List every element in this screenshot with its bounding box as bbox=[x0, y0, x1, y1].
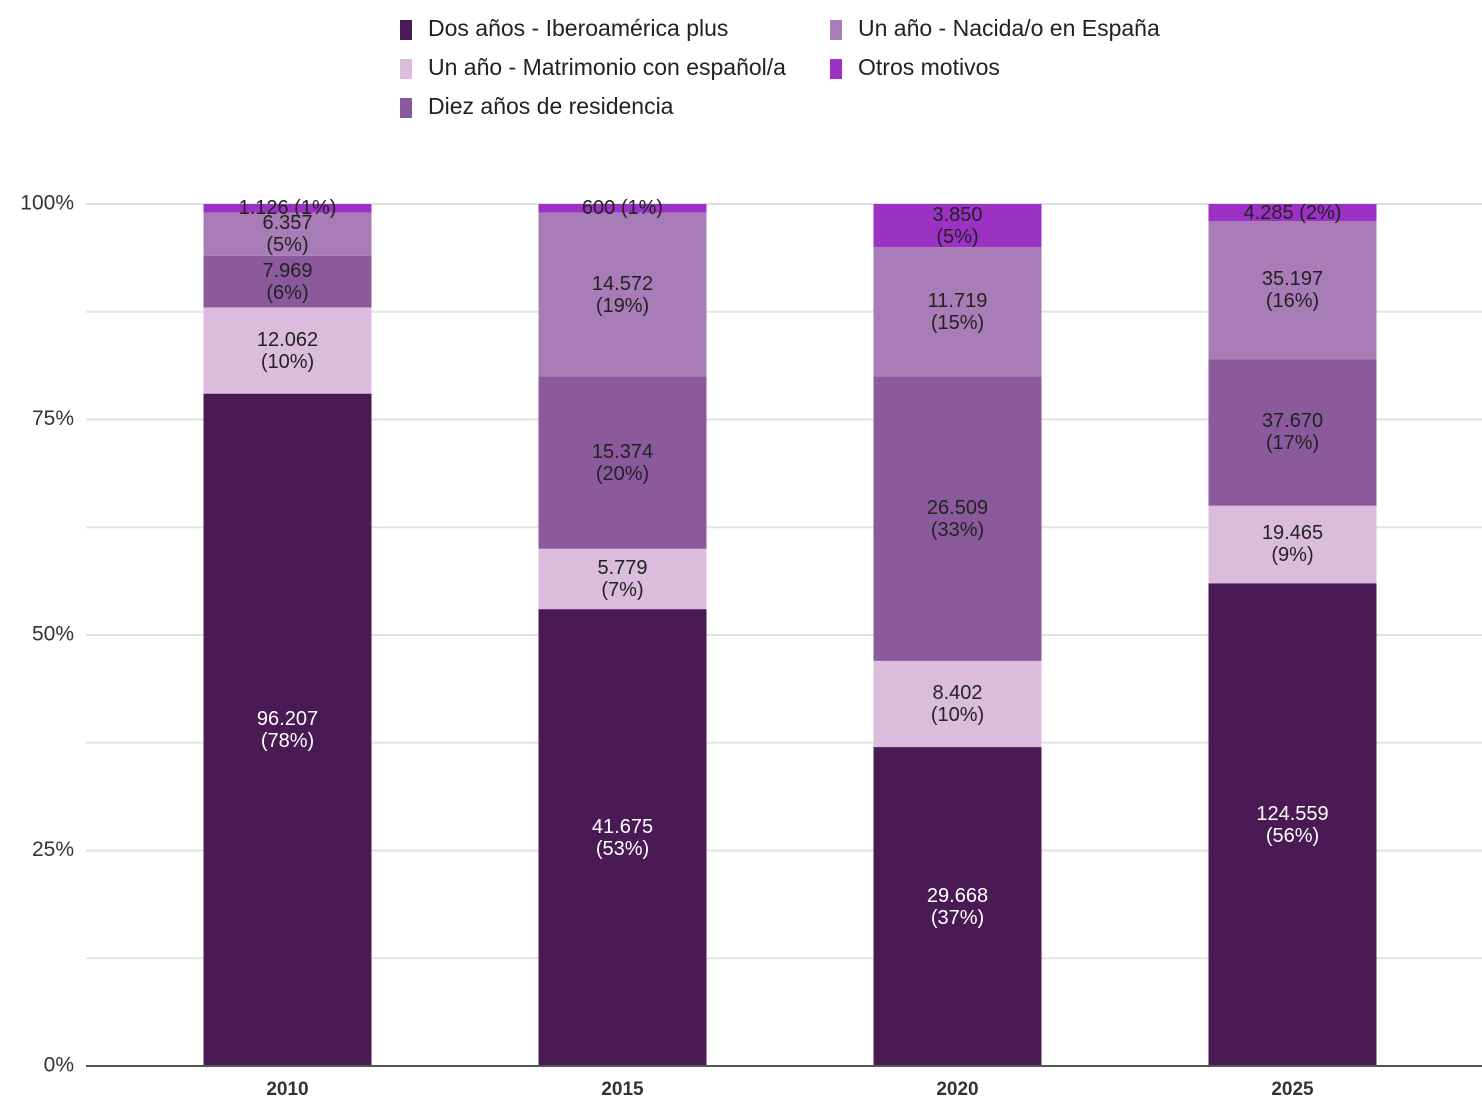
bar-segment bbox=[538, 548, 707, 610]
data-label: 1.126 (1%) bbox=[238, 197, 337, 220]
bar-segment bbox=[1208, 204, 1377, 222]
data-label: 41.675 (53%) bbox=[591, 815, 654, 860]
data-label: 8.402 (10%) bbox=[930, 681, 985, 726]
bar-segment bbox=[203, 204, 372, 213]
x-tick-label: 2025 bbox=[1271, 1079, 1314, 1099]
data-label: 600 (1%) bbox=[581, 197, 664, 220]
data-label: 14.572 (19%) bbox=[591, 272, 654, 317]
data-label: 5.779 (7%) bbox=[597, 556, 648, 601]
bar-segment bbox=[873, 204, 1042, 248]
y-tick-label: 75% bbox=[32, 407, 74, 430]
legend-label: Diez años de residencia bbox=[428, 93, 674, 119]
legend-swatch bbox=[400, 20, 412, 40]
y-tick-label: 50% bbox=[32, 623, 74, 646]
legend-swatch bbox=[400, 59, 412, 79]
data-label: 124.559 (56%) bbox=[1256, 802, 1329, 847]
data-label: 11.719 (15%) bbox=[927, 289, 988, 334]
bar-segment bbox=[1208, 359, 1377, 506]
data-label: 12.062 (10%) bbox=[256, 328, 319, 373]
data-label: 6.357 (5%) bbox=[262, 212, 313, 257]
bar-segment bbox=[538, 204, 707, 213]
y-tick-label: 100% bbox=[20, 192, 74, 215]
data-label: 4.285 (2%) bbox=[1243, 201, 1342, 224]
bar-segment bbox=[538, 212, 707, 377]
y-tick-label: 0% bbox=[44, 1054, 74, 1077]
bar-segment bbox=[203, 307, 372, 394]
bar-segment bbox=[203, 255, 372, 308]
bar-segment bbox=[873, 247, 1042, 377]
legend-label: Un año - Nacida/o en España bbox=[858, 15, 1160, 41]
bar-segment bbox=[873, 660, 1042, 748]
legend-label: Dos años - Iberoamérica plus bbox=[428, 15, 728, 41]
legend-label: Un año - Matrimonio con español/a bbox=[428, 54, 786, 80]
x-tick-label: 2020 bbox=[936, 1079, 978, 1099]
data-label: 35.197 (16%) bbox=[1261, 268, 1324, 313]
x-tick-label: 2015 bbox=[601, 1079, 644, 1099]
x-tick-label: 2010 bbox=[266, 1079, 308, 1099]
legend-swatch bbox=[400, 98, 412, 118]
data-label: 15.374 (20%) bbox=[591, 440, 654, 485]
bar-segment bbox=[203, 393, 372, 1066]
bar-segment bbox=[1208, 583, 1377, 1066]
y-tick-label: 25% bbox=[32, 838, 74, 861]
data-label: 29.668 (37%) bbox=[926, 884, 989, 929]
bar-segment bbox=[538, 376, 707, 549]
legend-swatch bbox=[830, 59, 842, 79]
bar-segment bbox=[1208, 221, 1377, 360]
bar-segment bbox=[873, 747, 1042, 1066]
bar-segment bbox=[873, 376, 1042, 661]
data-label: 19.465 (9%) bbox=[1261, 522, 1324, 567]
bar-segment bbox=[1208, 505, 1377, 584]
bar-segment bbox=[203, 212, 372, 256]
data-label: 96.207 (78%) bbox=[256, 707, 319, 752]
legend-swatch bbox=[830, 20, 842, 40]
data-label: 3.850 (5%) bbox=[932, 203, 983, 248]
data-label: 37.670 (17%) bbox=[1261, 410, 1324, 455]
bar-segment bbox=[538, 609, 707, 1066]
data-label: 26.509 (33%) bbox=[926, 496, 989, 541]
legend-label: Otros motivos bbox=[858, 54, 1000, 80]
data-label: 7.969 (6%) bbox=[262, 259, 313, 304]
